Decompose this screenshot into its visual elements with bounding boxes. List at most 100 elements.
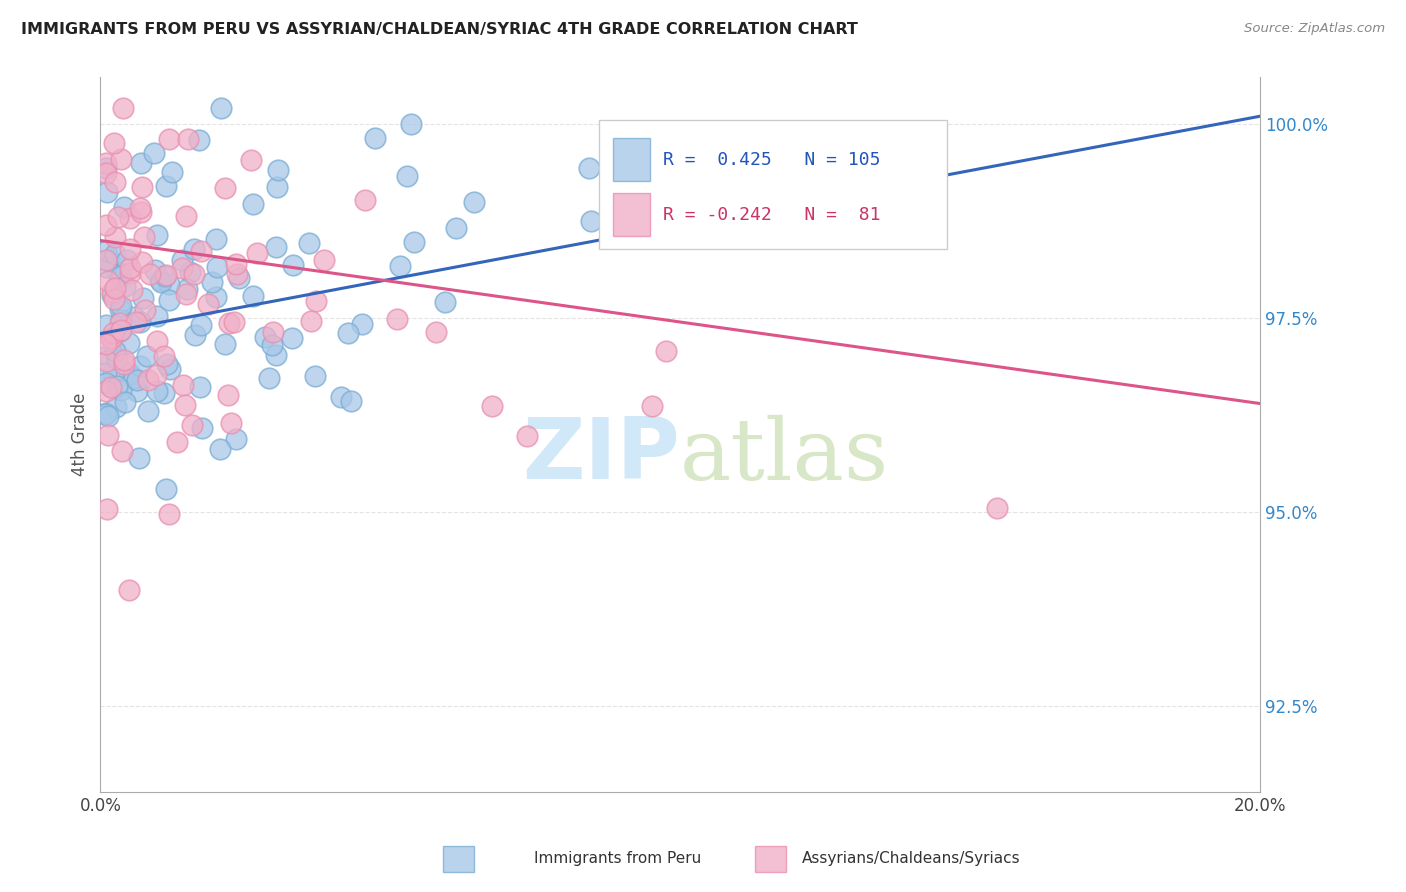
Point [264,240,287,254]
Point [766,192,789,206]
Text: Immigrants from Peru: Immigrants from Peru [534,851,702,865]
Text: ZIP: ZIP [523,415,681,498]
Point [425,325,447,339]
Point [225,267,247,281]
Point [132,230,155,244]
Point [118,366,141,380]
Point [197,297,219,311]
Point [118,260,141,275]
Point [131,180,153,194]
Point [101,287,124,301]
Point [188,380,211,394]
Point [183,242,205,256]
Point [157,277,180,291]
Point [217,388,239,402]
Text: R =  0.425   N = 105: R = 0.425 N = 105 [662,151,880,169]
Point [125,315,148,329]
Point [129,359,152,373]
Text: IMMIGRANTS FROM PERU VS ASSYRIAN/CHALDEAN/SYRIAC 4TH GRADE CORRELATION CHART: IMMIGRANTS FROM PERU VS ASSYRIAN/CHALDEA… [21,22,858,37]
Point [172,378,194,392]
Point [155,179,177,194]
Point [240,153,263,167]
Point [98,252,121,266]
Point [396,169,419,184]
Point [94,166,117,180]
Point [146,228,169,243]
Point [162,165,184,179]
Point [174,210,197,224]
Point [100,379,122,393]
Point [111,443,134,458]
Point [259,370,281,384]
Point [129,201,152,215]
Point [986,500,1008,515]
Point [434,295,457,310]
Point [159,132,181,146]
Point [94,318,117,333]
Point [172,253,194,268]
Point [122,371,145,385]
Point [128,450,150,465]
Point [305,294,328,309]
Point [246,246,269,260]
Point [94,156,117,170]
Point [118,335,141,350]
Point [385,312,408,326]
Point [190,318,212,333]
Point [129,315,152,329]
Point [114,395,136,409]
Point [214,337,236,351]
Point [225,256,247,270]
Point [104,400,127,414]
Point [209,442,232,456]
Point [103,292,125,306]
Point [463,194,485,209]
Point [159,361,181,376]
Point [399,117,422,131]
Point [103,367,125,381]
Point [352,317,374,331]
Point [94,218,117,232]
Point [578,161,600,175]
Point [190,244,212,258]
Point [179,265,201,279]
Point [112,200,135,214]
Point [131,254,153,268]
Point [121,283,143,297]
Point [281,258,304,272]
Point [204,232,226,246]
Point [111,102,134,116]
Point [312,252,335,267]
Point [145,384,167,398]
Point [180,417,202,432]
Point [262,325,284,339]
Point [242,289,264,303]
Point [114,278,136,293]
Point [214,181,236,195]
Point [110,322,132,336]
Point [94,407,117,421]
Point [330,390,353,404]
Point [143,263,166,277]
Point [156,357,179,371]
Point [96,501,118,516]
Point [157,293,180,308]
Point [112,352,135,367]
Point [145,368,167,383]
Point [224,315,246,329]
Point [138,372,160,386]
Point [581,213,603,227]
Point [340,393,363,408]
Point [94,406,117,420]
Point [94,244,117,259]
Point [118,583,141,598]
Point [105,379,128,393]
Point [402,235,425,249]
Point [110,324,132,338]
Point [112,357,135,371]
Point [153,349,176,363]
Point [97,274,120,288]
Point [641,399,664,413]
Point [207,260,229,275]
Point [94,376,117,391]
